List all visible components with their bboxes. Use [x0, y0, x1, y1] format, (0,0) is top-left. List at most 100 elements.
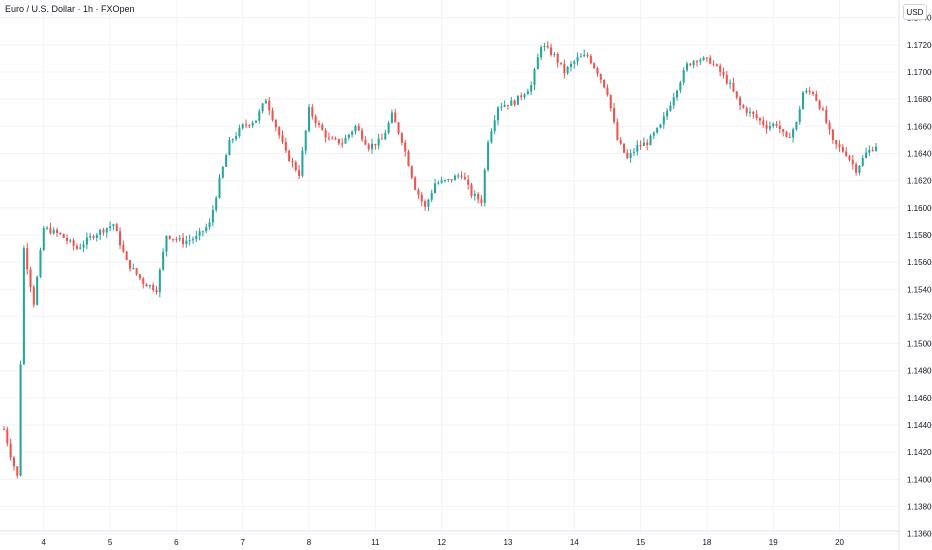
chart-title: Euro / U.S. Dollar · 1h · FXOpen	[5, 4, 135, 14]
candle-body	[868, 149, 871, 153]
candle-body	[748, 111, 752, 113]
candle-body	[676, 90, 679, 98]
candle-body	[546, 45, 549, 48]
candle-body	[178, 237, 181, 240]
candle-layer	[2, 41, 878, 479]
candle-body	[477, 193, 480, 200]
candle-body	[235, 136, 238, 140]
candle-body	[586, 54, 589, 56]
candle-body	[563, 63, 566, 74]
candle-body	[327, 137, 330, 139]
candle-body	[281, 135, 284, 143]
candle-body	[858, 165, 861, 173]
candle-body	[135, 268, 138, 275]
candle-body	[460, 175, 463, 177]
candle-body	[742, 105, 745, 108]
candle-body	[211, 209, 214, 223]
candle-body	[433, 183, 437, 193]
candle-body	[573, 61, 576, 64]
candle-body	[225, 155, 228, 167]
candle-body	[2, 429, 6, 431]
candle-body	[324, 130, 327, 138]
candle-body	[258, 111, 261, 121]
candle-body	[825, 109, 828, 123]
candle-body	[56, 229, 59, 233]
candle-body	[762, 120, 765, 125]
candle-body	[42, 227, 45, 251]
candle-body	[400, 133, 403, 143]
candle-body	[437, 182, 440, 184]
candle-body	[821, 108, 824, 110]
candle-body	[185, 240, 188, 245]
candle-body	[692, 61, 695, 66]
candle-body	[16, 466, 19, 476]
candle-body	[115, 224, 118, 232]
candle-body	[725, 74, 728, 84]
candle-body	[304, 130, 307, 151]
candle-body	[861, 157, 864, 166]
candle-body	[155, 289, 158, 293]
candle-body	[82, 244, 85, 248]
candle-body	[699, 59, 702, 62]
time-tick-label: 15	[636, 538, 645, 547]
price-tick-label: 1.13600	[907, 530, 932, 539]
time-tick-label: 19	[769, 538, 778, 547]
candle-body	[228, 139, 231, 156]
candle-body	[695, 61, 698, 63]
price-tick-label: 1.17200	[907, 41, 932, 50]
candle-body	[26, 248, 29, 270]
candle-body	[9, 443, 12, 458]
candle-body	[165, 235, 168, 252]
candle-body	[613, 108, 616, 122]
candle-body	[669, 105, 672, 111]
candle-body	[629, 153, 632, 159]
candle-body	[553, 53, 556, 55]
candle-body	[99, 229, 102, 235]
candle-body	[172, 238, 175, 240]
candle-body	[569, 63, 572, 67]
candle-body	[311, 107, 314, 117]
candle-body	[689, 63, 692, 66]
price-tick-label: 1.15800	[907, 231, 932, 240]
price-axis[interactable]: 1.174001.172001.170001.168001.166001.164…	[907, 14, 932, 539]
candle-body	[377, 138, 380, 146]
candle-body	[606, 87, 609, 95]
time-tick-label: 5	[108, 538, 113, 547]
candle-body	[603, 79, 606, 88]
candle-body	[722, 71, 725, 75]
candle-body	[530, 85, 533, 92]
candle-body	[758, 118, 761, 121]
candle-body	[798, 109, 801, 123]
candle-body	[351, 131, 354, 135]
candle-body	[835, 140, 838, 145]
candle-body	[231, 139, 234, 141]
candle-body	[75, 245, 78, 249]
candle-body	[271, 110, 274, 121]
candle-body	[626, 152, 629, 159]
candle-body	[424, 201, 427, 207]
candle-body	[719, 65, 722, 72]
price-tick-label: 1.15600	[907, 258, 932, 267]
price-tick-label: 1.15200	[907, 312, 932, 321]
candle-body	[447, 179, 450, 181]
candle-body	[576, 56, 579, 62]
candle-body	[367, 144, 370, 150]
candle-body	[347, 134, 350, 138]
price-tick-label: 1.14200	[907, 448, 932, 457]
candle-body	[288, 150, 291, 162]
currency-button[interactable]: USD	[903, 4, 927, 20]
candle-body	[371, 143, 374, 150]
candle-body	[188, 239, 191, 241]
candle-body	[589, 55, 592, 64]
candle-body	[374, 143, 377, 146]
candle-body	[483, 169, 486, 204]
candle-body	[831, 129, 834, 141]
time-axis[interactable]: 4 5 6 7 8 11 12 13 14 15 18 19 20	[42, 538, 845, 547]
candle-body	[609, 94, 612, 109]
candle-body	[755, 114, 758, 119]
candle-body	[361, 130, 364, 140]
candle-body	[284, 142, 287, 151]
candle-body	[62, 234, 65, 238]
candle-body	[414, 177, 417, 190]
